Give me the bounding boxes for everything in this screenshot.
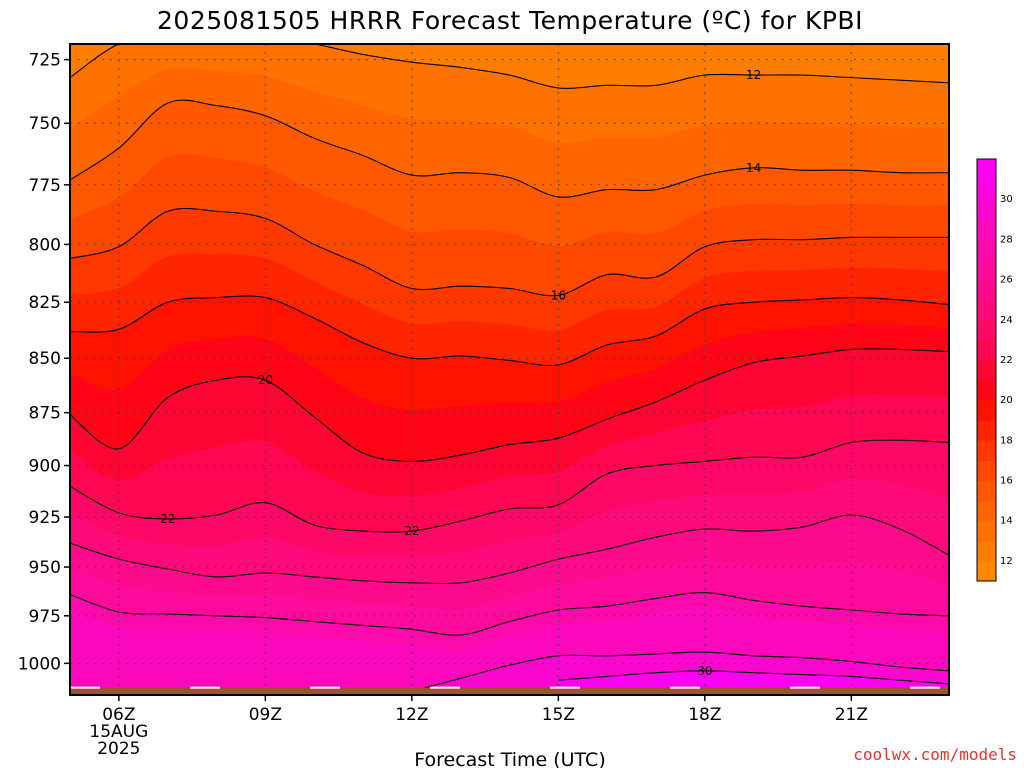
colorbar-segment — [977, 400, 996, 421]
colorbar-segment — [977, 359, 996, 381]
y-tick-label: 800 — [29, 235, 61, 255]
colorbar-segment — [977, 420, 996, 441]
colorbar-tick-label: 16 — [1000, 476, 1013, 487]
colorbar-tick-label: 12 — [1000, 556, 1013, 567]
plot-frame — [69, 43, 950, 696]
isotherm-label: 16 — [551, 288, 566, 302]
temperature-fill-bands — [70, 44, 949, 695]
x-tick-year: 2025 — [97, 739, 140, 759]
colorbar-segment — [977, 159, 996, 180]
isotherm-label: 14 — [746, 161, 761, 175]
isotherm-lines — [70, 44, 949, 692]
chart-title: 2025081505 HRRR Forecast Temperature (ºC… — [157, 6, 863, 35]
colorbar-tick-label: 20 — [1000, 395, 1013, 406]
colorbar-segment — [977, 540, 996, 562]
x-tick-label: 09Z — [249, 705, 282, 725]
colorbar-segment — [977, 279, 996, 301]
y-tick-label: 875 — [29, 404, 61, 424]
y-tick-label: 825 — [29, 293, 61, 313]
y-tick-label: 775 — [29, 176, 61, 196]
colorbar-tick-label: 26 — [1000, 275, 1013, 286]
colorbar-segment — [977, 339, 996, 361]
isotherm-28 — [411, 651, 949, 692]
colorbar-segment — [977, 560, 996, 582]
colorbar-segment — [977, 500, 996, 522]
colorbar-segment — [977, 460, 996, 482]
isotherm-30 — [558, 670, 949, 685]
isotherm-label: 22 — [404, 524, 419, 538]
colorbar-segment — [977, 219, 996, 240]
colorbar-tick-label: 24 — [1000, 315, 1013, 326]
isotherm-22 — [70, 439, 949, 533]
isotherm-12 — [70, 44, 949, 89]
y-tick-label: 925 — [29, 508, 61, 528]
colorbar-segment — [977, 380, 996, 401]
colorbar-segment — [977, 199, 996, 220]
isotherm-26 — [70, 592, 949, 636]
isotherm-16 — [70, 207, 949, 297]
colorbar-tick-label: 30 — [1000, 194, 1013, 205]
y-tick-label: 950 — [29, 558, 61, 578]
colorbar-segment — [977, 319, 996, 341]
colorbar-segment — [977, 440, 996, 461]
isotherm-label: 12 — [746, 68, 761, 82]
isotherm-14 — [70, 99, 949, 198]
plot-area — [70, 44, 949, 695]
x-tick-label: 12Z — [395, 705, 428, 725]
colorbar-tick-label: 28 — [1000, 234, 1013, 245]
isotherm-24 — [70, 514, 949, 585]
colorbar-segment — [977, 259, 996, 281]
y-tick-label: 725 — [29, 51, 61, 71]
colorbar-tick-label: 14 — [1000, 516, 1013, 527]
x-tick-date: 15AUG — [89, 722, 148, 742]
isotherm-20 — [70, 348, 949, 462]
x-tick-label: 15Z — [542, 705, 575, 725]
x-tick-label: 21Z — [835, 705, 868, 725]
y-tick-label: 900 — [29, 457, 61, 477]
isotherm-label: 22 — [160, 512, 175, 526]
pressure-axis: 725 750 775 800 825 850 875 900 925 950 975 1000 — [18, 51, 70, 674]
y-tick-label: 1000 — [18, 654, 61, 674]
ground-surface — [70, 686, 949, 695]
colorbar-segment — [977, 480, 996, 502]
x-tick-label: 06Z — [102, 705, 135, 725]
x-tick-label: 18Z — [688, 705, 721, 725]
colorbar-segment — [977, 299, 996, 321]
y-tick-label: 975 — [29, 607, 61, 627]
colorbar: 12 14 16 18 20 22 24 26 28 30 — [976, 158, 1013, 582]
isotherm-labels: 12 14 16 20 22 22 30 — [160, 68, 761, 678]
credit-link[interactable]: coolwx.com/models — [853, 745, 1017, 764]
isotherm-label: 20 — [258, 373, 273, 387]
ground-fill — [70, 687, 949, 695]
colorbar-tick-label: 22 — [1000, 355, 1013, 366]
colorbar-frame — [976, 158, 997, 582]
x-axis-label: Forecast Time (UTC) — [414, 749, 605, 768]
y-tick-label: 750 — [29, 114, 61, 134]
isotherm-label: 30 — [697, 664, 712, 678]
isotherm-18 — [70, 295, 949, 366]
y-tick-label: 850 — [29, 349, 61, 369]
colorbar-segment — [977, 179, 996, 200]
colorbar-segment — [977, 520, 996, 542]
colorbar-segment — [977, 239, 996, 260]
colorbar-tick-label: 18 — [1000, 435, 1013, 446]
